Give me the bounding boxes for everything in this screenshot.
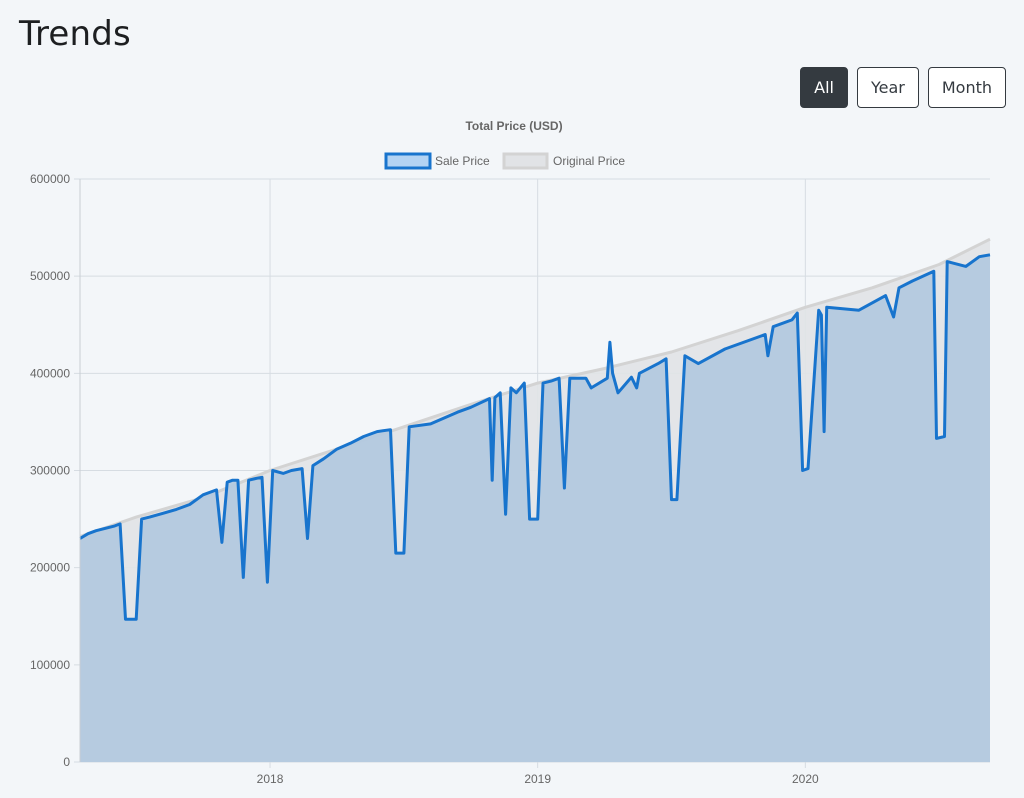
range-all-button[interactable]: All [800,67,848,108]
legend-item-original-price[interactable]: Original Price [502,152,625,170]
sale-price-area [80,254,990,763]
range-year-button[interactable]: Year [856,67,919,108]
y-tick-label: 400000 [30,366,70,380]
sale-price-line [79,253,991,621]
x-tick-label: 2019 [524,772,551,786]
y-tick-label: 200000 [30,561,70,575]
chart-series [79,237,991,763]
legend-label-sale-price: Sale Price [435,154,490,168]
legend-item-sale-price[interactable]: Sale Price [384,152,490,170]
range-button-group: All Year Month [800,67,1006,108]
x-tick-label: 2018 [257,772,284,786]
y-tick-label: 600000 [30,172,70,186]
y-tick-label: 0 [63,755,70,769]
y-tick-label: 100000 [30,658,70,672]
x-tick-label: 2020 [792,772,819,786]
y-tick-label: 300000 [30,464,70,478]
legend-swatch-original-price [502,152,549,170]
page-title: Trends [19,14,131,54]
legend-swatch-sale-price [384,152,432,170]
legend: Sale Price Original Price [384,152,625,170]
range-month-button[interactable]: Month [927,67,1006,108]
y-tick-label: 500000 [30,269,70,283]
legend-label-original-price: Original Price [553,154,625,168]
chart-title: Total Price (USD) [465,119,562,133]
chart-axes: 0 100000 200000 300000 400000 500000 600000 201… [30,172,819,786]
